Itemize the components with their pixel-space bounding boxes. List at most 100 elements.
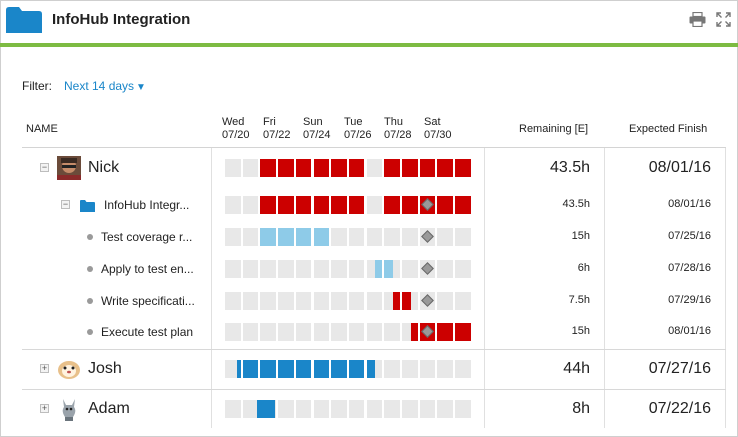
folder-icon <box>6 7 42 33</box>
column-header-name[interactable]: NAME <box>26 123 58 135</box>
gantt-bar-segment[interactable] <box>348 159 365 177</box>
gantt-day-cell <box>419 360 436 378</box>
gantt-bar-segment[interactable] <box>366 360 376 378</box>
task-name[interactable]: Test coverage r... <box>101 230 193 244</box>
remaining-value: 6h <box>577 262 590 274</box>
gantt-bar-segment[interactable] <box>260 400 275 418</box>
collapse-toggle[interactable]: − <box>61 199 70 209</box>
gantt-day-cell <box>348 292 365 310</box>
print-icon[interactable] <box>689 12 706 27</box>
gantt-day-cell <box>455 292 471 310</box>
gantt-day-cell <box>260 292 276 310</box>
gantt-bar-segment[interactable] <box>402 292 411 310</box>
gantt-day-cell <box>366 196 383 214</box>
gantt-bar-segment[interactable] <box>384 260 394 278</box>
gantt-bar-segment[interactable] <box>348 196 365 214</box>
gantt-bar-segment[interactable] <box>295 360 312 378</box>
date-header-day: Sun <box>303 116 323 128</box>
gantt-day-cell <box>260 323 276 341</box>
gantt-bar-segment[interactable] <box>278 360 294 378</box>
gantt-day-cell <box>278 323 294 341</box>
gantt-bar-segment[interactable] <box>313 159 330 177</box>
gantt-bar-segment[interactable] <box>295 228 312 246</box>
person-name[interactable]: Nick <box>88 159 120 176</box>
gantt-bar-segment[interactable] <box>313 360 330 378</box>
filter-dropdown[interactable]: Next 14 days ▼ <box>64 79 146 93</box>
gantt-bar-segment[interactable] <box>242 360 259 378</box>
gantt-bar-segment[interactable] <box>375 260 383 278</box>
gantt-bar-segment[interactable] <box>260 159 276 177</box>
person-name[interactable]: Josh <box>88 360 122 377</box>
expected-finish-value: 07/27/16 <box>648 360 711 377</box>
gantt-day-cell <box>402 228 418 246</box>
column-divider <box>725 148 726 428</box>
gantt-day-cell <box>366 400 383 418</box>
gantt-day-cell <box>455 260 471 278</box>
gantt-day-cell <box>366 228 383 246</box>
gantt-day-cell <box>384 360 400 378</box>
avatar <box>57 357 81 381</box>
gantt-bar-segment[interactable] <box>437 323 453 341</box>
gantt-day-cell <box>242 323 259 341</box>
gantt-bar-segment[interactable] <box>260 196 276 214</box>
gantt-bar-segment[interactable] <box>295 159 312 177</box>
task-name[interactable]: Execute test plan <box>101 325 194 339</box>
gantt-bar-segment[interactable] <box>313 196 330 214</box>
gantt-bar-segment[interactable] <box>331 360 347 378</box>
project-name[interactable]: InfoHub Integr... <box>104 198 190 212</box>
gantt-bar-segment[interactable] <box>295 196 312 214</box>
gantt-bar-segment[interactable] <box>313 228 330 246</box>
gantt-bar-segment[interactable] <box>437 159 453 177</box>
date-column-header: Tue 07/26 <box>344 116 372 142</box>
gantt-day-cell <box>331 228 347 246</box>
gantt-bar-segment[interactable] <box>260 228 276 246</box>
gantt-day-cell <box>225 323 241 341</box>
gantt-day-cell <box>384 400 400 418</box>
gantt-bar-segment[interactable] <box>278 159 294 177</box>
date-column-header: Wed 07/20 <box>222 116 250 142</box>
gantt-bar-segment[interactable] <box>331 159 347 177</box>
gantt-bar-segment[interactable] <box>437 196 453 214</box>
gantt-bar-segment[interactable] <box>455 323 471 341</box>
gantt-bar-segment[interactable] <box>348 360 365 378</box>
expand-toggle[interactable]: + <box>40 363 49 373</box>
expected-finish-value: 08/01/16 <box>668 325 711 337</box>
expand-toggle[interactable]: + <box>40 403 49 413</box>
remaining-value: 44h <box>563 360 590 377</box>
gantt-bar-segment[interactable] <box>278 228 294 246</box>
gantt-bar-segment[interactable] <box>455 159 471 177</box>
gantt-bar-segment[interactable] <box>237 360 241 378</box>
gantt-bar-segment[interactable] <box>260 360 276 378</box>
gantt-day-cell <box>313 292 330 310</box>
gantt-bar-segment[interactable] <box>402 159 418 177</box>
fullscreen-icon[interactable] <box>716 12 731 27</box>
column-header-remaining[interactable]: Remaining [E] <box>519 123 589 135</box>
gantt-bar-segment[interactable] <box>410 323 418 341</box>
gantt-day-cell <box>242 228 259 246</box>
gantt-bar-segment[interactable] <box>256 400 260 418</box>
avatar <box>57 397 81 421</box>
gantt-day-cell <box>437 292 453 310</box>
collapse-toggle[interactable]: − <box>40 162 49 172</box>
expected-finish-value: 08/01/16 <box>668 198 711 210</box>
header-divider <box>22 147 726 148</box>
gantt-bar-segment[interactable] <box>455 196 471 214</box>
gantt-bar-segment[interactable] <box>384 159 400 177</box>
date-header-day: Tue <box>344 116 363 128</box>
gantt-day-cell <box>348 323 365 341</box>
gantt-bar-segment[interactable] <box>393 292 400 310</box>
gantt-track <box>225 196 473 214</box>
gantt-day-cell <box>331 260 347 278</box>
date-header-date: 07/22 <box>263 129 291 141</box>
person-name[interactable]: Adam <box>88 400 130 417</box>
task-name[interactable]: Write specificati... <box>101 294 195 308</box>
column-header-expected[interactable]: Expected Finish <box>629 123 708 135</box>
gantt-bar-segment[interactable] <box>402 196 418 214</box>
gantt-day-cell <box>402 360 418 378</box>
gantt-bar-segment[interactable] <box>419 159 436 177</box>
task-name[interactable]: Apply to test en... <box>101 262 194 276</box>
remaining-value: 8h <box>572 400 590 417</box>
gantt-bar-segment[interactable] <box>331 196 347 214</box>
gantt-bar-segment[interactable] <box>384 196 400 214</box>
gantt-bar-segment[interactable] <box>278 196 294 214</box>
